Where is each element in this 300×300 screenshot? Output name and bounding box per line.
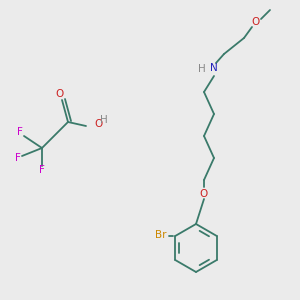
Text: O: O [200, 189, 208, 199]
Text: F: F [39, 165, 45, 175]
Text: O: O [252, 17, 260, 27]
Text: N: N [210, 63, 218, 73]
Text: O: O [56, 89, 64, 99]
Text: O: O [94, 119, 102, 129]
Text: F: F [17, 127, 23, 137]
Text: F: F [15, 153, 21, 163]
Text: Br: Br [155, 230, 167, 240]
Text: H: H [198, 64, 206, 74]
Text: H: H [100, 115, 108, 125]
